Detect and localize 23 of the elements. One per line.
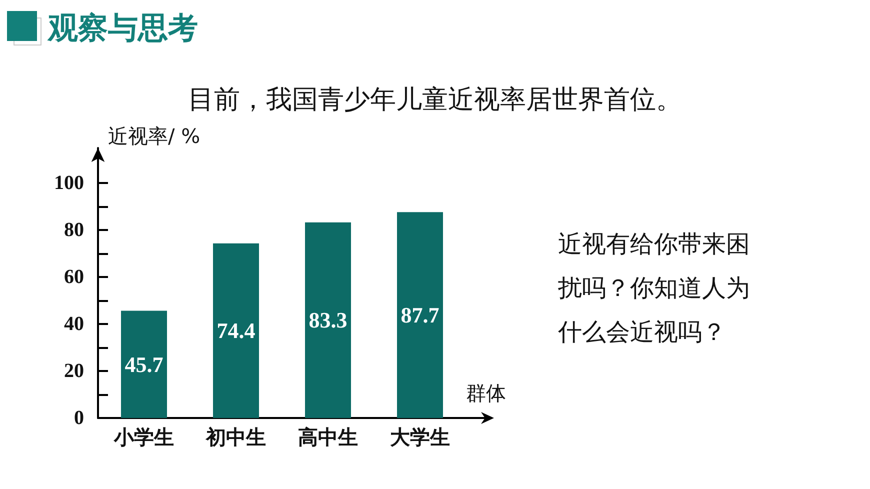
x-tick-label: 高中生 xyxy=(298,426,358,449)
x-axis-title: 群体 xyxy=(466,380,506,407)
y-axis-title: 近视率/ % xyxy=(108,124,200,148)
data-label: 45.7 xyxy=(124,352,164,377)
x-tick-label: 大学生 xyxy=(390,427,450,449)
x-tick-label: 小学生 xyxy=(113,427,174,449)
data-label: 87.7 xyxy=(400,302,440,328)
y-tick-label: 100 xyxy=(54,172,84,194)
chart-subtitle: 目前，我国青少年儿童近视率居世界首位。 xyxy=(187,84,683,117)
data-label: 74.4 xyxy=(216,318,256,344)
bar xyxy=(305,222,351,418)
y-tick-label: 40 xyxy=(64,313,84,336)
y-tick-label: 60 xyxy=(64,266,84,288)
y-tick-label: 20 xyxy=(64,360,84,382)
x-tick-label: 初中生 xyxy=(205,426,266,449)
chart-title: 观察与思考 xyxy=(48,10,198,48)
bar xyxy=(121,310,167,418)
bar xyxy=(397,212,443,418)
y-tick-label: 80 xyxy=(64,219,84,242)
bar xyxy=(213,243,259,418)
data-label: 83.3 xyxy=(308,308,348,333)
text: 近视有给你带来困扰吗？你知道人为什么会近视吗？ xyxy=(558,229,751,348)
y-tick-label: 0 xyxy=(74,407,84,429)
